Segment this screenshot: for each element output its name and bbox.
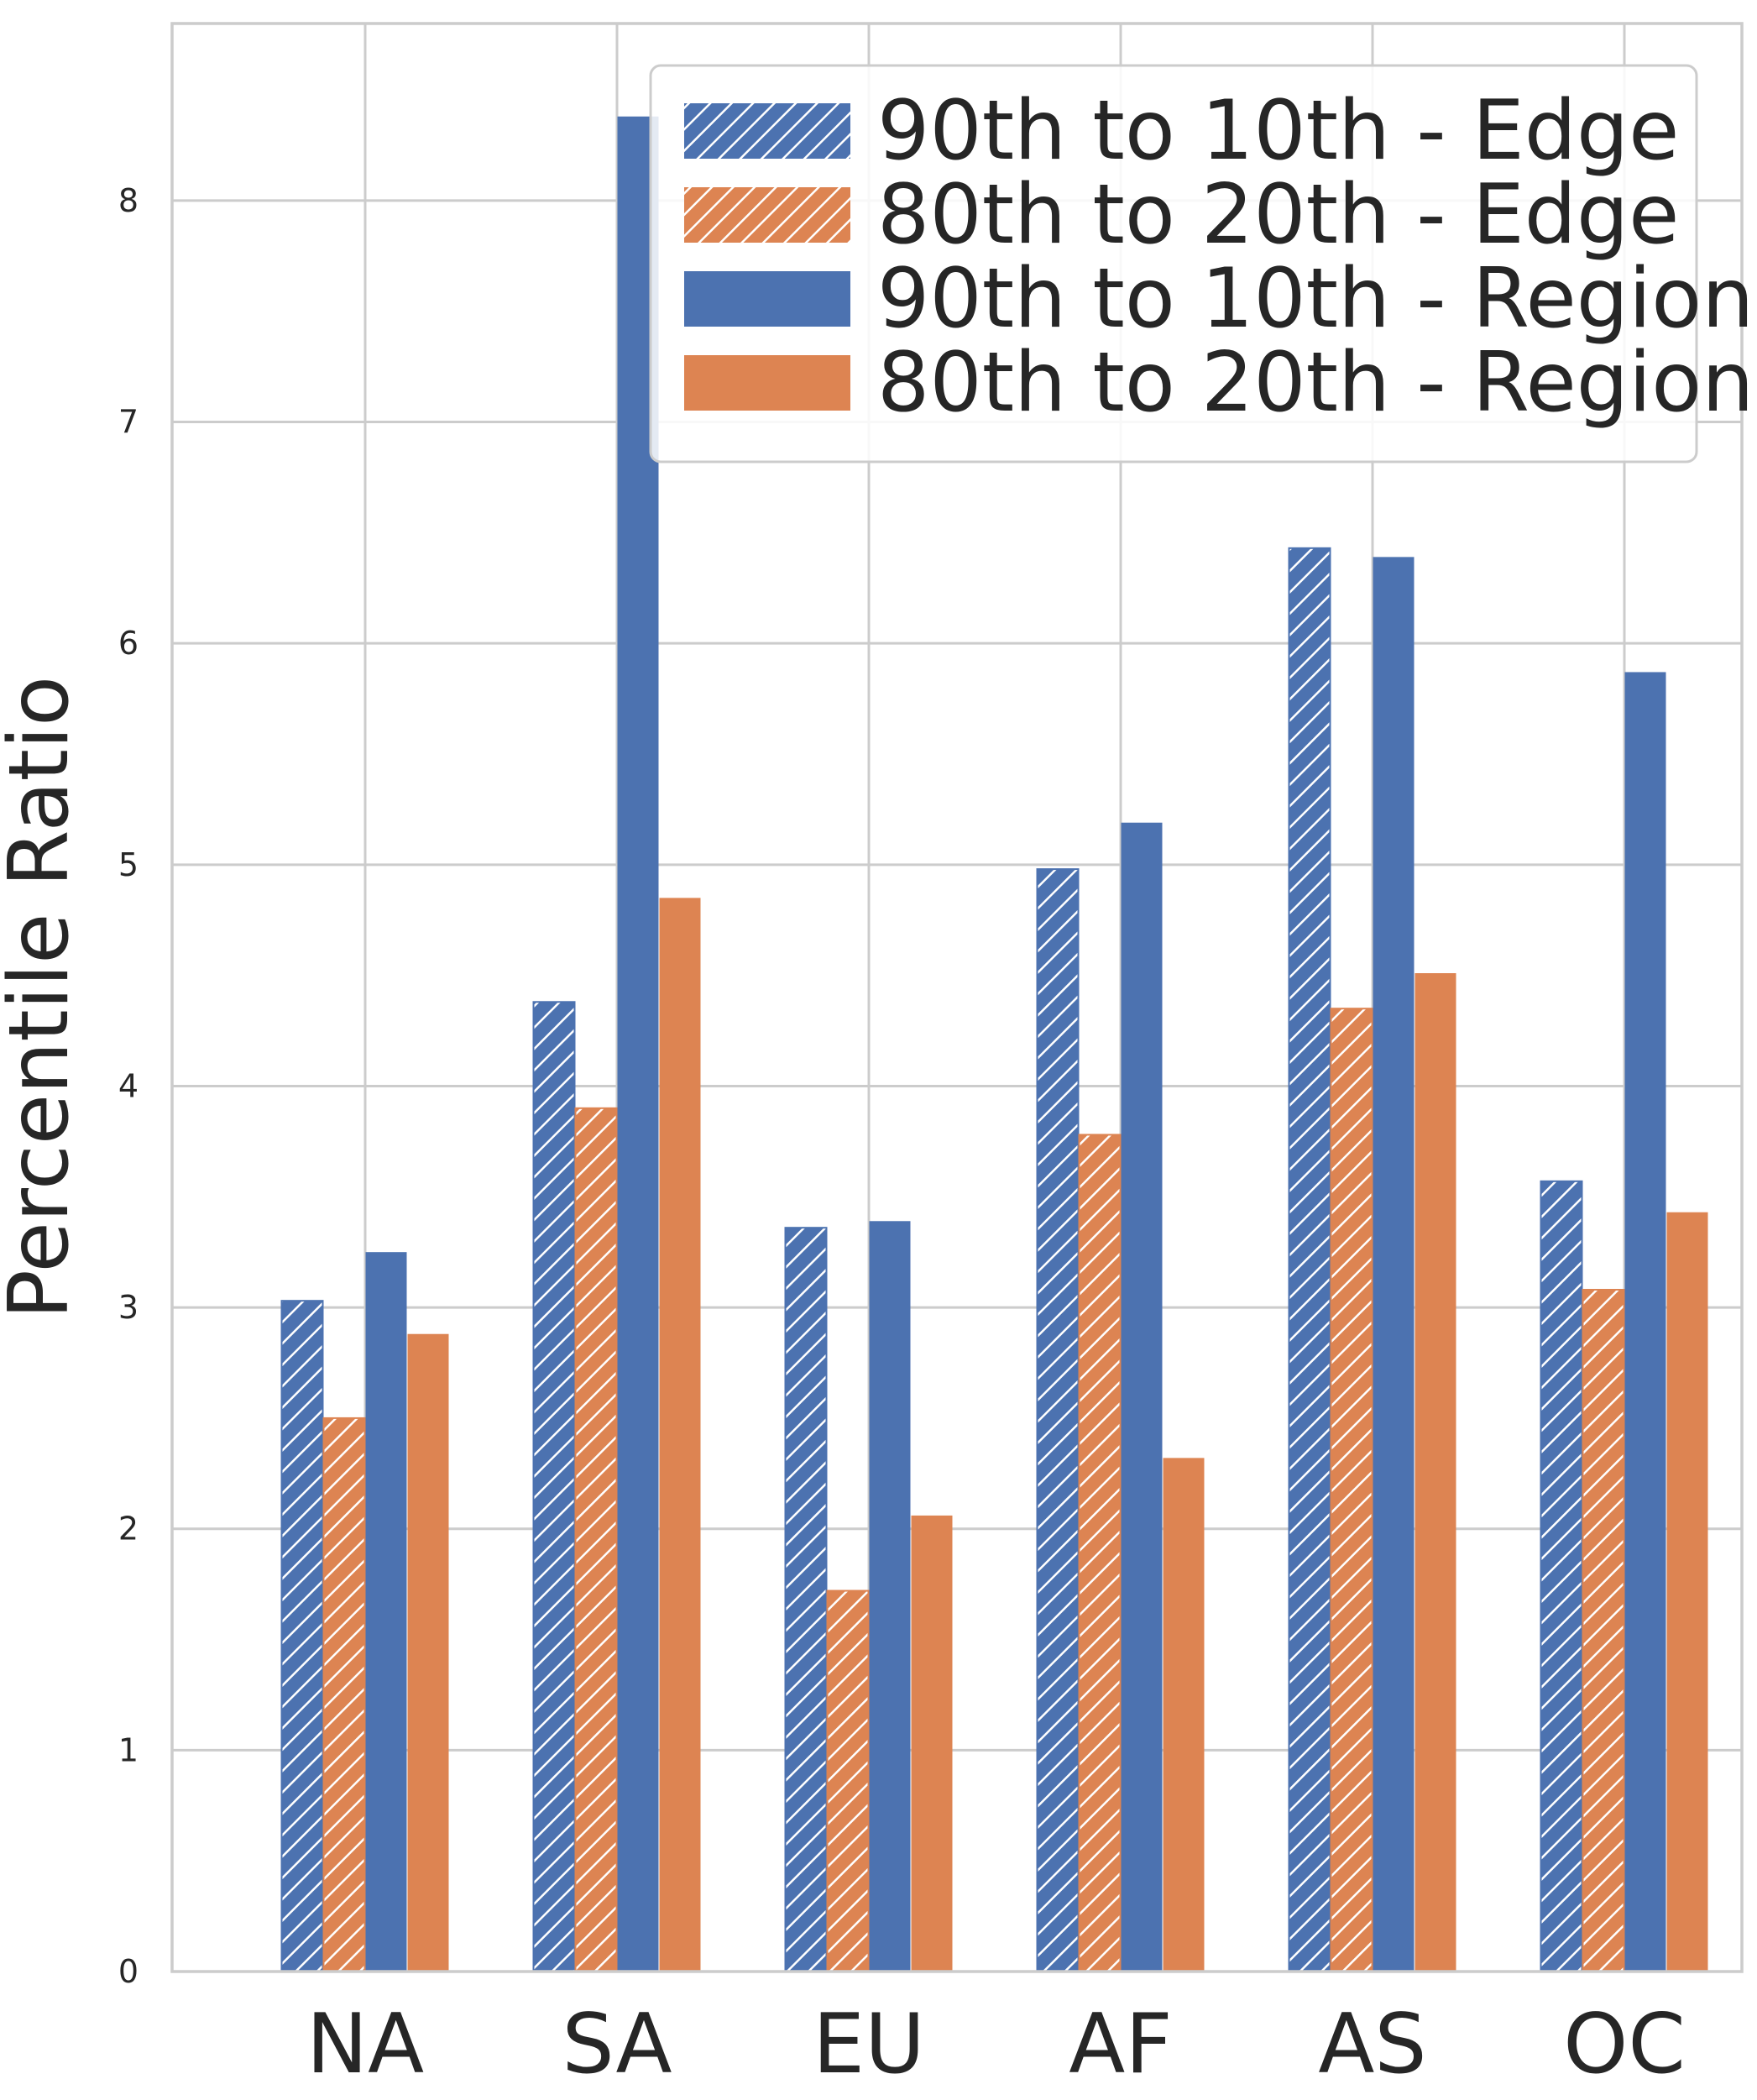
y-axis-title: Percentile Ratio xyxy=(0,676,87,1319)
bar-series-3-sa xyxy=(659,898,701,1972)
bar-series-0-af xyxy=(1036,868,1080,1972)
bar-series-0-oc xyxy=(1540,1180,1583,1973)
y-tick-label-0: 0 xyxy=(118,1953,139,1990)
y-tick-label-4: 4 xyxy=(118,1067,139,1104)
legend-swatch-3 xyxy=(684,355,850,411)
bar-series-2-af xyxy=(1121,822,1163,1972)
bar-series-0-sa xyxy=(532,1001,576,1972)
category-label-sa: SA xyxy=(562,1997,672,2092)
bar-series-3-eu xyxy=(911,1515,953,1972)
bar-series-2-eu xyxy=(869,1221,911,1972)
bar-series-1-eu xyxy=(826,1589,870,1972)
bar-series-1-af xyxy=(1078,1134,1122,1973)
y-tick-label-1: 1 xyxy=(118,1731,139,1768)
y-tick-label-7: 7 xyxy=(118,404,139,441)
legend-swatch-1 xyxy=(684,187,850,243)
category-label-na: NA xyxy=(306,1997,424,2092)
x-tick-labels: NA SA EU AF AS OC xyxy=(306,1997,1686,2092)
legend-label-1: 80th to 20th - Edge xyxy=(877,167,1679,263)
legend-swatch-2 xyxy=(684,271,850,327)
bar-series-3-as xyxy=(1414,973,1456,1972)
bar-series-2-na xyxy=(365,1252,407,1972)
y-tick-label-3: 3 xyxy=(118,1289,139,1326)
category-label-eu: EU xyxy=(813,1997,925,2092)
bar-series-2-oc xyxy=(1624,672,1666,1972)
y-tick-label-2: 2 xyxy=(118,1511,139,1548)
bar-series-1-as xyxy=(1330,1008,1373,1972)
bar-series-3-na xyxy=(407,1333,449,1972)
category-label-af: AF xyxy=(1069,1997,1172,2092)
bar-series-1-oc xyxy=(1582,1289,1625,1972)
bar-series-3-oc xyxy=(1666,1212,1708,1972)
y-tick-label-6: 6 xyxy=(118,625,139,662)
bar-series-0-as xyxy=(1288,547,1331,1972)
legend-label-0: 90th to 10th - Edge xyxy=(877,83,1679,179)
legend-label-2: 90th to 10th - Region xyxy=(877,251,1754,347)
y-tick-label-5: 5 xyxy=(118,846,139,883)
legend-label-3: 80th to 20th - Region xyxy=(877,335,1754,431)
plot-frame xyxy=(170,22,1744,1973)
y-tick-labels: 0 1 2 3 4 5 6 7 8 xyxy=(118,182,139,1990)
bar-series-2-as xyxy=(1373,557,1414,1972)
bar-series-1-na xyxy=(322,1417,366,1972)
bar-series-0-eu xyxy=(784,1227,828,1972)
category-label-oc: OC xyxy=(1563,1997,1686,2092)
bar-series-3-af xyxy=(1163,1458,1205,1972)
legend-frame xyxy=(649,64,1698,463)
bars xyxy=(280,116,1708,1973)
y-tick-label-8: 8 xyxy=(118,182,139,219)
category-label-as: AS xyxy=(1318,1997,1426,2092)
bar-series-1-sa xyxy=(574,1107,618,1972)
legend-swatch-0 xyxy=(684,103,850,159)
bar-series-0-na xyxy=(280,1300,324,1972)
